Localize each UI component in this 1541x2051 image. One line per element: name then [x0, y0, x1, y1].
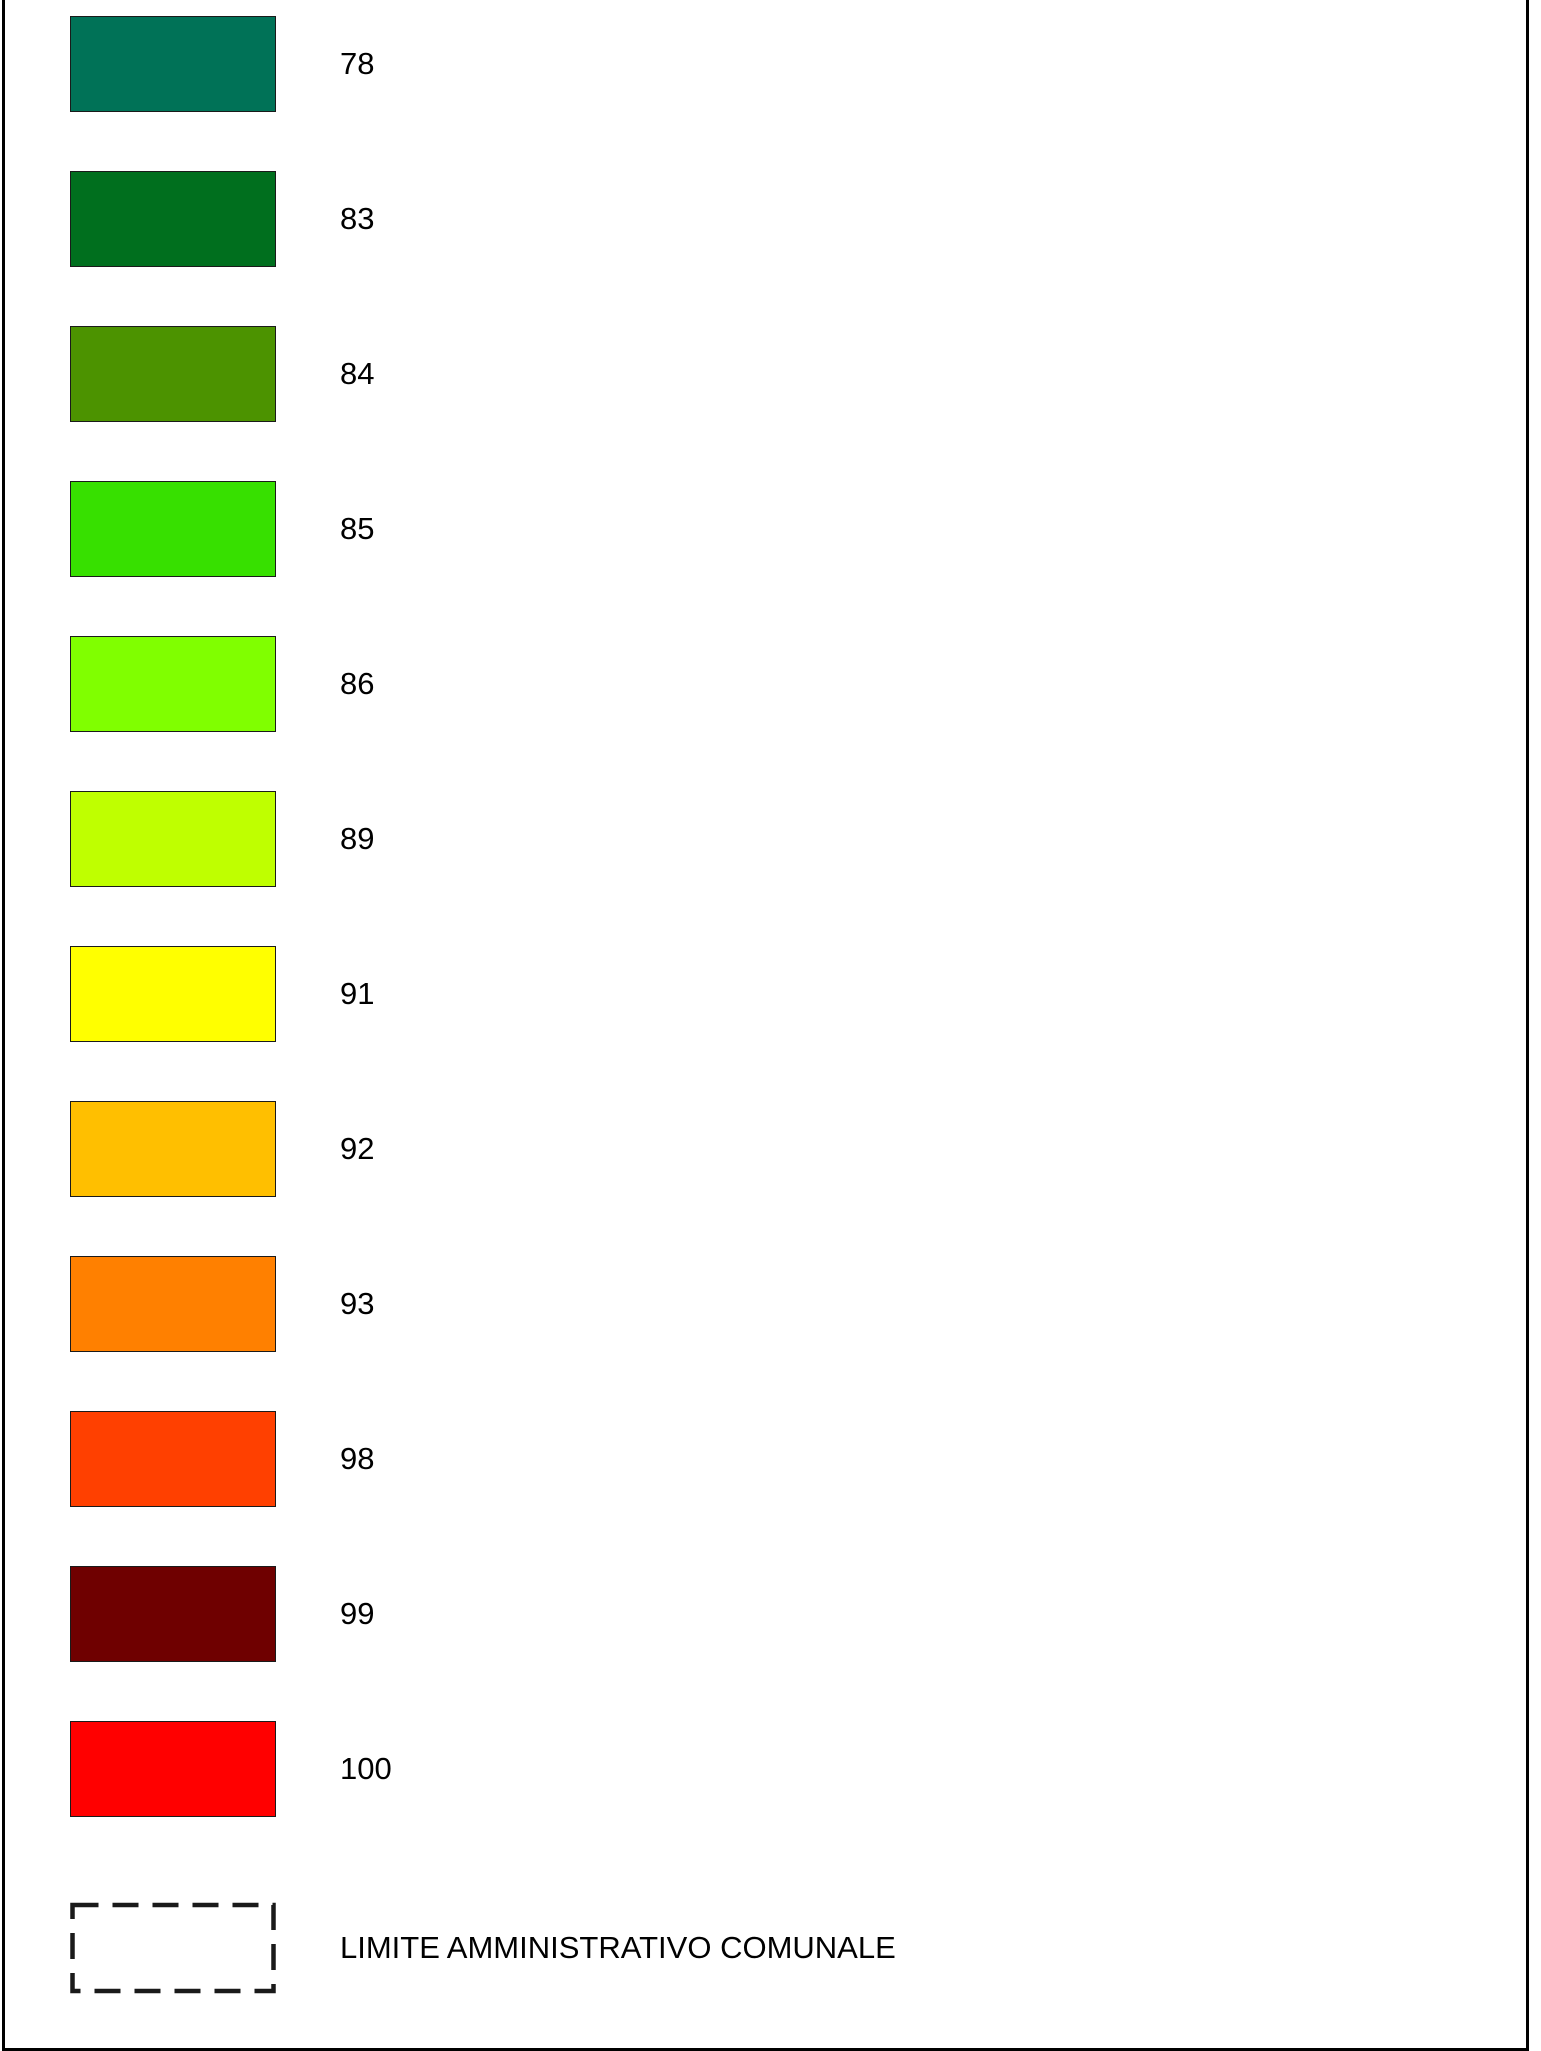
legend-label: 89	[340, 821, 375, 856]
legend-item-municipal-boundary: LIMITE AMMINISTRATIVO COMUNALE	[0, 1902, 1200, 2002]
legend-swatch	[70, 1256, 276, 1352]
legend-item-100: 100	[0, 1721, 1200, 1821]
legend-swatch	[70, 171, 276, 267]
legend-label: 99	[340, 1596, 375, 1631]
dashed-boundary-icon	[70, 1902, 276, 1994]
legend-label: 98	[340, 1441, 375, 1476]
legend-item-84: 84	[0, 326, 1200, 426]
legend-label: 91	[340, 976, 375, 1011]
legend-label: 100	[340, 1751, 392, 1786]
legend-label: 92	[340, 1131, 375, 1166]
legend-swatch	[70, 1566, 276, 1662]
legend-swatch	[70, 16, 276, 112]
legend-item-78: 78	[0, 16, 1200, 116]
legend-swatch	[70, 636, 276, 732]
legend-item-83: 83	[0, 171, 1200, 271]
legend-item-85: 85	[0, 481, 1200, 581]
legend-swatch	[70, 1721, 276, 1817]
legend-item-93: 93	[0, 1256, 1200, 1356]
legend-item-92: 92	[0, 1101, 1200, 1201]
legend-label: 93	[340, 1286, 375, 1321]
legend-item-89: 89	[0, 791, 1200, 891]
legend-item-86: 86	[0, 636, 1200, 736]
legend-label: 78	[340, 46, 375, 81]
legend-swatch	[70, 1411, 276, 1507]
legend-swatch	[70, 1101, 276, 1197]
legend-item-99: 99	[0, 1566, 1200, 1666]
legend-swatch	[70, 326, 276, 422]
legend-swatch	[70, 791, 276, 887]
legend-item-98: 98	[0, 1411, 1200, 1511]
legend-label: 84	[340, 356, 375, 391]
legend-label: 83	[340, 201, 375, 236]
legend-label: 86	[340, 666, 375, 701]
legend-label: LIMITE AMMINISTRATIVO COMUNALE	[340, 1930, 896, 1965]
legend-item-91: 91	[0, 946, 1200, 1046]
legend-label: 85	[340, 511, 375, 546]
legend-swatch	[70, 481, 276, 577]
legend-swatch	[70, 946, 276, 1042]
